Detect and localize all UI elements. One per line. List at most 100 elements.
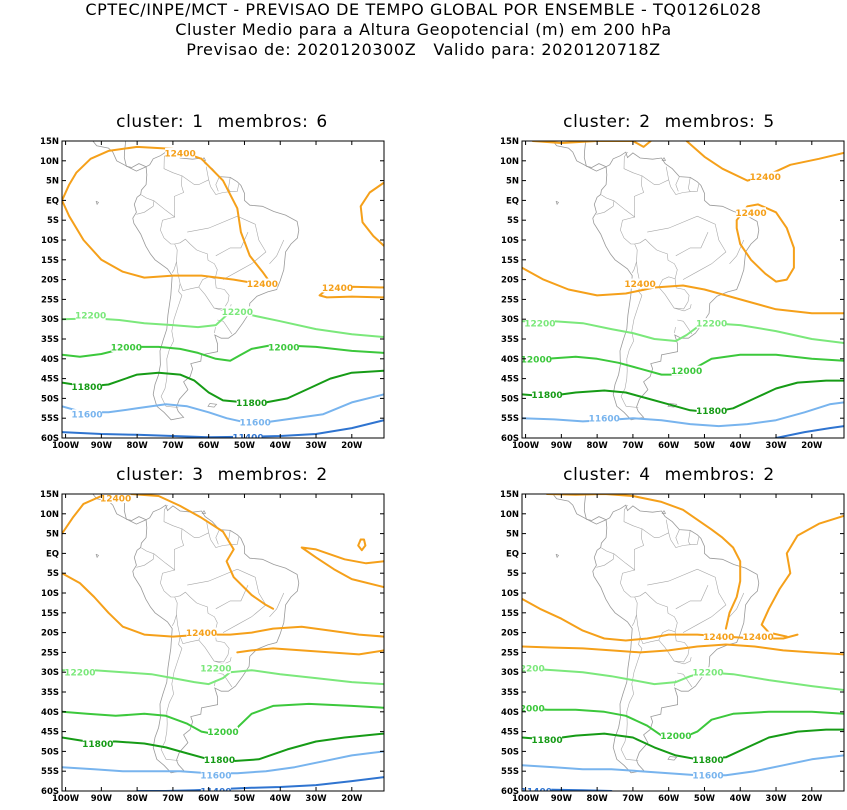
lat-label: 60S [41,434,59,444]
island-outline [157,475,179,483]
lat-label: EQ [506,196,519,206]
country-border [198,278,230,310]
lat-label: 60S [501,787,519,797]
contour-label: 11600 [589,415,620,425]
contour-12400 [62,494,275,610]
contour-label-bg [200,770,231,781]
country-border [141,504,184,571]
contour-label: 11800 [696,407,727,417]
lat-label: 40S [501,708,519,718]
lat-label: 45S [501,728,519,738]
contour-label: 12400 [322,284,353,294]
map-frame [61,140,385,439]
island-outline [183,480,189,482]
country-border [269,239,285,265]
contour-label: 12200 [513,665,544,675]
lat-label: 15N [500,490,519,500]
lat-label: 50S [501,394,519,404]
lat-label: 15S [41,256,59,266]
header-line-2: Cluster Medio para a Altura Geopotencial… [175,20,672,39]
contour-label-bg [100,494,131,503]
contour-11400 [775,425,844,438]
contour-label-bg [236,397,267,408]
lat-label: 10S [41,589,59,599]
island-outline [95,553,100,559]
contour-label: 12000 [521,355,552,365]
country-border [668,532,699,548]
header-line-3: Previsao de: 2020120300Z Valido para: 20… [186,40,661,59]
contour-12400 [522,266,844,315]
lon-label: 70W [162,441,184,451]
members-label: membros: [664,112,756,132]
island-outline [643,127,649,129]
contour-label-bg [625,278,656,289]
lat-label: 25S [501,295,519,305]
contour-11600 [522,754,844,777]
members-label: membros: [217,112,309,132]
contour-12400 [531,141,652,148]
contour-label: 12200 [222,308,253,318]
lon-label: 30W [305,441,327,451]
country-border [174,238,218,292]
contour-label: 12400 [186,629,217,639]
contour-label-bg [82,738,113,749]
contour-12400 [735,203,795,283]
island-outline [555,553,560,559]
contour-label: 12000 [660,732,691,742]
figure-header: CPTEC/INPE/MCT - PREVISAO DE TEMPO GLOBA… [0,0,847,60]
map-svg: 12400 12400 12400 12200 12200 12000 12000 11800… [40,137,385,451]
lat-label: 50S [41,747,59,757]
contour-label: 11600 [200,772,231,782]
cluster-label: cluster: [116,465,185,485]
country-border [217,672,233,688]
country-border [215,584,249,610]
lon-label: 70W [622,794,644,804]
lat-label: 10N [40,157,59,167]
members-count: 6 [316,112,328,132]
cluster-number: 2 [639,112,651,132]
central-america-coastline [92,141,147,172]
contour-label: 11600 [71,411,102,421]
country-border [729,592,745,618]
lat-label: 5N [506,530,519,540]
lat-label: 35S [41,688,59,698]
south-america-coastline [592,504,760,774]
cluster-panel-1: cluster: 1 membros: 6 12400 12400 12400 12200… [0,112,420,457]
country-border [269,592,285,618]
lon-label: 90W [551,794,573,804]
lat-label: EQ [46,196,59,206]
central-america-coastline [123,494,147,521]
members-count: 5 [763,112,775,132]
members-count: 2 [763,465,775,485]
lat-label: 30S [501,668,519,678]
lat-label: 20S [41,276,59,286]
contour-label-bg [204,754,235,765]
south-america-coastline [132,151,300,421]
contour-12200 [62,669,384,686]
lon-label: 40W [730,441,752,451]
lat-label: 5N [46,177,59,187]
country-border [677,672,693,688]
lon-label: 50W [694,441,716,451]
country-border [160,216,178,274]
contour-label: 11800 [236,399,267,409]
members-label: membros: [217,465,309,485]
cluster-label: cluster: [563,112,632,132]
lat-label: 15N [40,137,59,147]
panel-title: cluster: 4 membros: 2 [459,465,847,485]
lat-label: 5S [47,569,59,579]
lon-label: 40W [730,794,752,804]
contour-label-bg [200,663,231,674]
country-border [228,177,231,192]
contour-label-bg [72,381,103,392]
island-outline [617,475,639,483]
country-border [601,504,644,571]
lat-label: 40S [41,708,59,718]
contour-label-bg [532,734,563,745]
island-outline [667,756,678,761]
lat-label: 50S [41,394,59,404]
contour-label-bg [522,702,545,713]
lon-label: 20W [341,794,363,804]
contour-12000 [62,343,384,362]
contour-11800 [522,379,844,414]
